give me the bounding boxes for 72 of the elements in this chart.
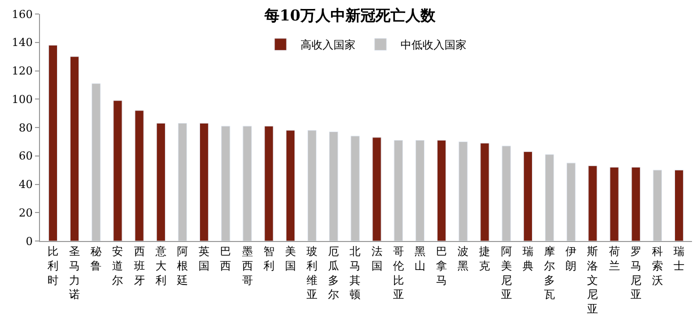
bar	[437, 140, 446, 241]
chart-title: 每10万人中新冠死亡人数	[264, 6, 436, 24]
x-tick-label: 意大利	[154, 245, 166, 287]
x-tick-label: 瑞典	[522, 245, 534, 272]
x-tick-label: 荷兰	[608, 245, 620, 272]
x-tick-label: 摩尔多瓦	[544, 245, 556, 302]
x-tick-label: 波黑	[458, 245, 469, 272]
bar	[178, 122, 188, 241]
bar	[674, 170, 684, 241]
x-tick-label: 巴拿马	[436, 245, 448, 287]
x-tick-label: 美国	[284, 245, 296, 272]
bar	[523, 151, 532, 241]
x-tick-label: 北马其顿	[350, 245, 361, 302]
x-tick-label: 科索沃	[652, 245, 663, 287]
bar	[264, 126, 274, 241]
bar	[200, 122, 209, 241]
bar	[221, 126, 230, 241]
y-tick-label: 60	[18, 150, 33, 163]
bar	[372, 137, 382, 241]
legend-label: 中低收入国家	[400, 38, 466, 52]
bar	[329, 132, 338, 241]
y-tick-label: 120	[12, 64, 33, 78]
bar	[70, 56, 80, 241]
x-tick-label: 西班牙	[134, 245, 145, 287]
x-tick-label: 英国	[198, 245, 210, 272]
bar	[480, 142, 490, 241]
y-tick-label: 80	[18, 121, 33, 134]
y-tick-label: 160	[12, 8, 33, 21]
bar	[134, 110, 144, 241]
y-tick-label: 20	[18, 206, 33, 220]
x-tick-label: 哥伦比亚	[392, 245, 404, 302]
bar	[350, 136, 360, 241]
legend-label: 高收入国家	[300, 38, 356, 52]
bar	[48, 44, 58, 241]
bar	[286, 130, 295, 241]
y-tick-label: 0	[26, 234, 33, 248]
x-tick-label: 墨西哥	[242, 245, 253, 287]
x-tick-label: 法国	[371, 245, 382, 272]
x-tick-label: 厄瓜多尔	[328, 245, 340, 302]
x-tick-label: 伊朗	[566, 245, 577, 272]
x-tick-label: 阿根廷	[176, 245, 188, 287]
y-tick-label: 140	[12, 36, 33, 50]
bar	[631, 166, 640, 241]
x-tick-label: 巴西	[220, 245, 232, 272]
bar	[610, 166, 619, 241]
bar	[92, 83, 101, 241]
x-tick-label: 罗马尼亚	[630, 245, 642, 302]
x-tick-label: 比利时	[47, 245, 58, 287]
bar	[113, 100, 122, 241]
x-tick-label: 斯洛文尼亚	[587, 245, 598, 316]
y-tick-label: 100	[12, 92, 33, 106]
x-tick-label: 玻利维亚	[306, 245, 318, 302]
x-tick-label: 瑞士	[674, 245, 685, 272]
x-tick-label: 圣马力诺	[69, 245, 80, 302]
bar	[394, 140, 403, 241]
bar	[566, 162, 576, 241]
y-tick-label: 40	[18, 178, 33, 192]
bar	[156, 122, 166, 241]
bar	[307, 130, 317, 241]
bar	[242, 126, 252, 241]
bar	[652, 170, 662, 241]
bar	[415, 140, 425, 241]
bar	[544, 154, 554, 241]
x-tick-label: 阿美尼亚	[500, 245, 512, 302]
bar	[458, 141, 468, 241]
bar	[502, 146, 511, 241]
bar	[588, 166, 598, 241]
x-tick-label: 安道尔	[112, 245, 124, 287]
x-tick-label: 秘鲁	[90, 245, 102, 272]
x-tick-label: 黑山	[414, 245, 426, 272]
x-tick-label: 捷克	[479, 245, 490, 272]
x-tick-label: 智利	[263, 245, 274, 272]
